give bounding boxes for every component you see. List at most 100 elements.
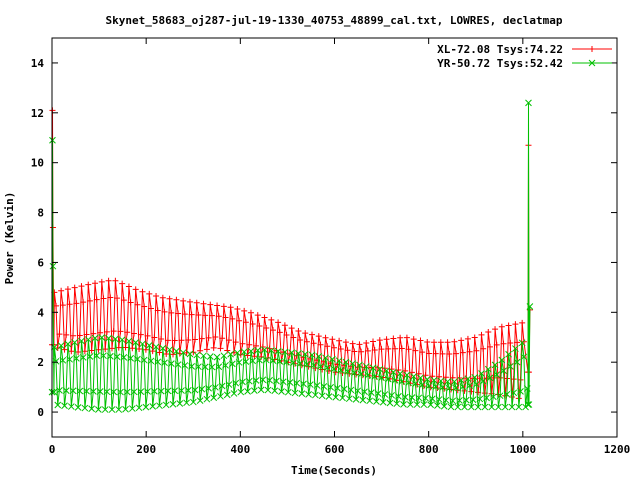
- data-point-xl: [358, 348, 365, 355]
- data-point-yr: [137, 388, 145, 395]
- data-point-yr: [181, 362, 189, 369]
- data-point-xl: [219, 335, 226, 342]
- data-point-xl: [476, 375, 483, 382]
- data-point-xl: [192, 336, 199, 343]
- data-point-xl: [466, 348, 473, 355]
- data-point-yr: [344, 368, 351, 375]
- data-point-yr: [179, 349, 187, 356]
- data-point-yr: [96, 388, 104, 395]
- data-point-xl: [439, 350, 446, 357]
- data-point-xl: [163, 350, 170, 357]
- data-point-xl: [310, 340, 317, 347]
- data-point-xl: [208, 312, 215, 319]
- data-point-yr: [379, 398, 387, 406]
- data-point-xl: [261, 314, 268, 321]
- data-point-xl: [147, 305, 154, 312]
- data-point-yr: [52, 357, 60, 365]
- data-point-xl: [490, 374, 497, 381]
- data-point-yr: [405, 379, 412, 387]
- data-point-xl: [410, 336, 417, 343]
- data-point-xl: [241, 307, 248, 314]
- data-point-xl: [129, 345, 136, 352]
- data-point-xl: [220, 303, 227, 310]
- data-point-yr: [315, 353, 323, 360]
- y-tick-label: 0: [37, 406, 44, 419]
- data-point-xl: [378, 346, 385, 353]
- data-point-yr: [525, 401, 533, 408]
- data-point-xl: [131, 330, 138, 337]
- data-point-yr: [254, 347, 262, 354]
- data-point-yr: [128, 405, 136, 412]
- data-point-yr: [257, 386, 265, 394]
- data-point-yr: [413, 401, 421, 408]
- series-1: [48, 99, 534, 413]
- data-point-yr: [495, 403, 502, 411]
- data-point-xl: [124, 329, 131, 336]
- data-point-yr: [71, 339, 79, 346]
- data-point-yr: [49, 262, 57, 270]
- data-point-yr: [225, 381, 233, 388]
- data-point-yr: [395, 392, 402, 400]
- data-point-xl: [308, 331, 315, 338]
- data-point-yr: [378, 374, 385, 382]
- data-point-xl: [139, 288, 146, 295]
- data-point-xl: [247, 309, 254, 316]
- data-point-yr: [122, 405, 129, 413]
- data-point-xl: [229, 315, 236, 322]
- data-point-yr: [74, 403, 82, 411]
- data-point-yr: [325, 393, 333, 400]
- data-point-xl: [210, 344, 217, 351]
- data-point-yr: [152, 343, 160, 351]
- data-point-xl: [507, 340, 514, 347]
- data-point-xl: [263, 325, 270, 332]
- data-point-yr: [469, 396, 477, 404]
- data-point-yr: [69, 387, 77, 395]
- data-point-yr: [291, 389, 299, 397]
- data-point-yr: [484, 365, 492, 373]
- data-point-yr: [191, 386, 199, 394]
- data-point-xl: [181, 311, 188, 318]
- data-point-yr: [184, 387, 192, 394]
- data-point-yr: [366, 397, 373, 405]
- data-point-yr: [79, 354, 87, 361]
- data-point-xl: [188, 311, 195, 318]
- data-point-xl: [125, 283, 132, 290]
- data-point-xl: [154, 307, 161, 314]
- data-point-yr: [423, 375, 431, 383]
- data-point-xl: [117, 328, 124, 335]
- data-point-xl: [142, 346, 149, 353]
- data-point-xl: [514, 339, 521, 346]
- series-line-xl: [51, 110, 531, 399]
- data-point-yr: [283, 358, 290, 366]
- data-point-yr: [327, 383, 334, 391]
- data-point-xl: [122, 344, 129, 351]
- data-point-xl: [417, 337, 424, 344]
- data-point-yr: [515, 403, 523, 411]
- data-point-yr: [286, 379, 294, 386]
- data-point-yr: [313, 382, 321, 389]
- data-point-xl: [385, 345, 392, 352]
- data-point-yr: [62, 387, 70, 394]
- data-point-xl: [97, 329, 104, 336]
- x-axis-label: Time(Seconds): [291, 464, 377, 477]
- data-point-xl: [478, 331, 485, 338]
- data-point-yr: [106, 352, 114, 360]
- data-point-yr: [305, 391, 312, 398]
- data-point-xl: [203, 346, 210, 353]
- x-tick-label: 600: [325, 443, 345, 456]
- data-point-xl: [253, 342, 260, 349]
- data-point-xl: [451, 338, 458, 345]
- data-point-yr: [332, 393, 340, 401]
- legend-label-yr: YR-50.72 Tsys:52.42: [437, 57, 563, 70]
- data-point-xl: [171, 337, 178, 344]
- data-point-yr: [83, 387, 90, 395]
- data-point-yr: [159, 344, 167, 352]
- data-point-yr: [373, 398, 380, 405]
- data-point-yr: [457, 376, 465, 384]
- y-tick-label: 2: [37, 356, 44, 369]
- data-point-xl: [151, 334, 158, 341]
- data-point-yr: [151, 387, 158, 395]
- data-point-yr: [154, 358, 162, 366]
- data-point-yr: [384, 375, 392, 383]
- data-point-yr: [512, 345, 519, 352]
